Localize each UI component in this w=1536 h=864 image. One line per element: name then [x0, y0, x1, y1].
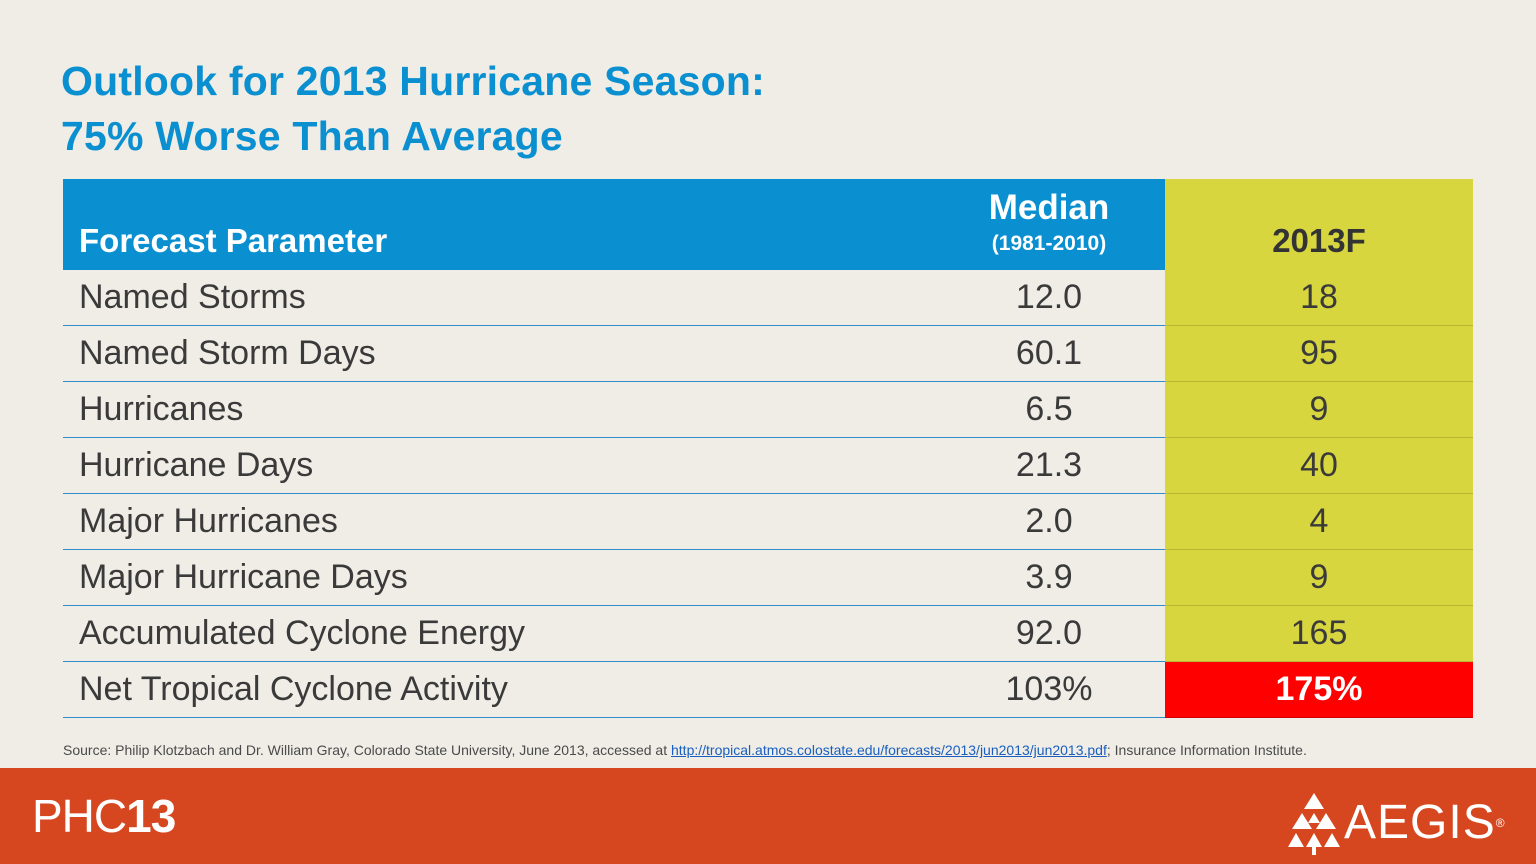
slide-title-line2: 75% Worse Than Average [61, 113, 563, 159]
row-parameter: Named Storm Days [63, 326, 933, 382]
phc-logo-text: PHC [32, 790, 127, 842]
row-median: 6.5 [933, 382, 1165, 438]
row-parameter: Accumulated Cyclone Energy [63, 606, 933, 662]
row-parameter: Hurricanes [63, 382, 933, 438]
row-forecast: 40 [1165, 438, 1473, 494]
table-row: Hurricanes 6.5 9 [63, 382, 1473, 438]
row-parameter: Net Tropical Cyclone Activity [63, 662, 933, 718]
registered-mark: ® [1495, 816, 1505, 830]
forecast-table: Forecast Parameter Median (1981-2010) 20… [63, 179, 1473, 718]
table-header-row: Forecast Parameter Median (1981-2010) 20… [63, 179, 1473, 270]
aegis-logo-icon [1288, 793, 1340, 855]
row-forecast: 4 [1165, 494, 1473, 550]
row-median: 92.0 [933, 606, 1165, 662]
footer-bar: PHC13 AEGIS ® [0, 768, 1536, 864]
table-row: Named Storms 12.0 18 [63, 270, 1473, 326]
source-note: Source: Philip Klotzbach and Dr. William… [63, 742, 1307, 758]
phc-logo-number: 13 [126, 790, 176, 842]
header-median: Median (1981-2010) [933, 179, 1165, 270]
source-prefix: Source: Philip Klotzbach and Dr. William… [63, 742, 671, 758]
row-parameter: Major Hurricanes [63, 494, 933, 550]
row-forecast: 95 [1165, 326, 1473, 382]
table-row: Accumulated Cyclone Energy 92.0 165 [63, 606, 1473, 662]
aegis-logo: AEGIS ® [1288, 790, 1505, 856]
header-2013f: 2013F [1165, 179, 1473, 270]
row-median: 2.0 [933, 494, 1165, 550]
table-row: Major Hurricane Days 3.9 9 [63, 550, 1473, 606]
row-median: 60.1 [933, 326, 1165, 382]
source-link[interactable]: http://tropical.atmos.colostate.edu/fore… [671, 742, 1107, 758]
table-row: Named Storm Days 60.1 95 [63, 326, 1473, 382]
row-forecast: 9 [1165, 382, 1473, 438]
row-forecast-highlight: 175% [1165, 662, 1473, 718]
slide-title-line1: Outlook for 2013 Hurricane Season: [61, 58, 766, 104]
table-row: Hurricane Days 21.3 40 [63, 438, 1473, 494]
row-parameter: Named Storms [63, 270, 933, 326]
header-median-label: Median [988, 188, 1110, 227]
row-median: 3.9 [933, 550, 1165, 606]
source-suffix: ; Insurance Information Institute. [1106, 742, 1307, 758]
slide-title: Outlook for 2013 Hurricane Season: 75% W… [61, 54, 765, 164]
table-row: Major Hurricanes 2.0 4 [63, 494, 1473, 550]
header-forecast-parameter: Forecast Parameter [63, 179, 933, 270]
row-median: 12.0 [933, 270, 1165, 326]
row-parameter: Major Hurricane Days [63, 550, 933, 606]
header-median-range: (1981-2010) [991, 232, 1107, 255]
table-row-highlight: Net Tropical Cyclone Activity 103% 175% [63, 662, 1473, 718]
row-median: 103% [933, 662, 1165, 718]
row-forecast: 165 [1165, 606, 1473, 662]
row-forecast: 9 [1165, 550, 1473, 606]
row-median: 21.3 [933, 438, 1165, 494]
aegis-logo-text: AEGIS [1344, 796, 1496, 849]
row-forecast: 18 [1165, 270, 1473, 326]
row-parameter: Hurricane Days [63, 438, 933, 494]
phc13-logo: PHC13 [32, 790, 176, 842]
